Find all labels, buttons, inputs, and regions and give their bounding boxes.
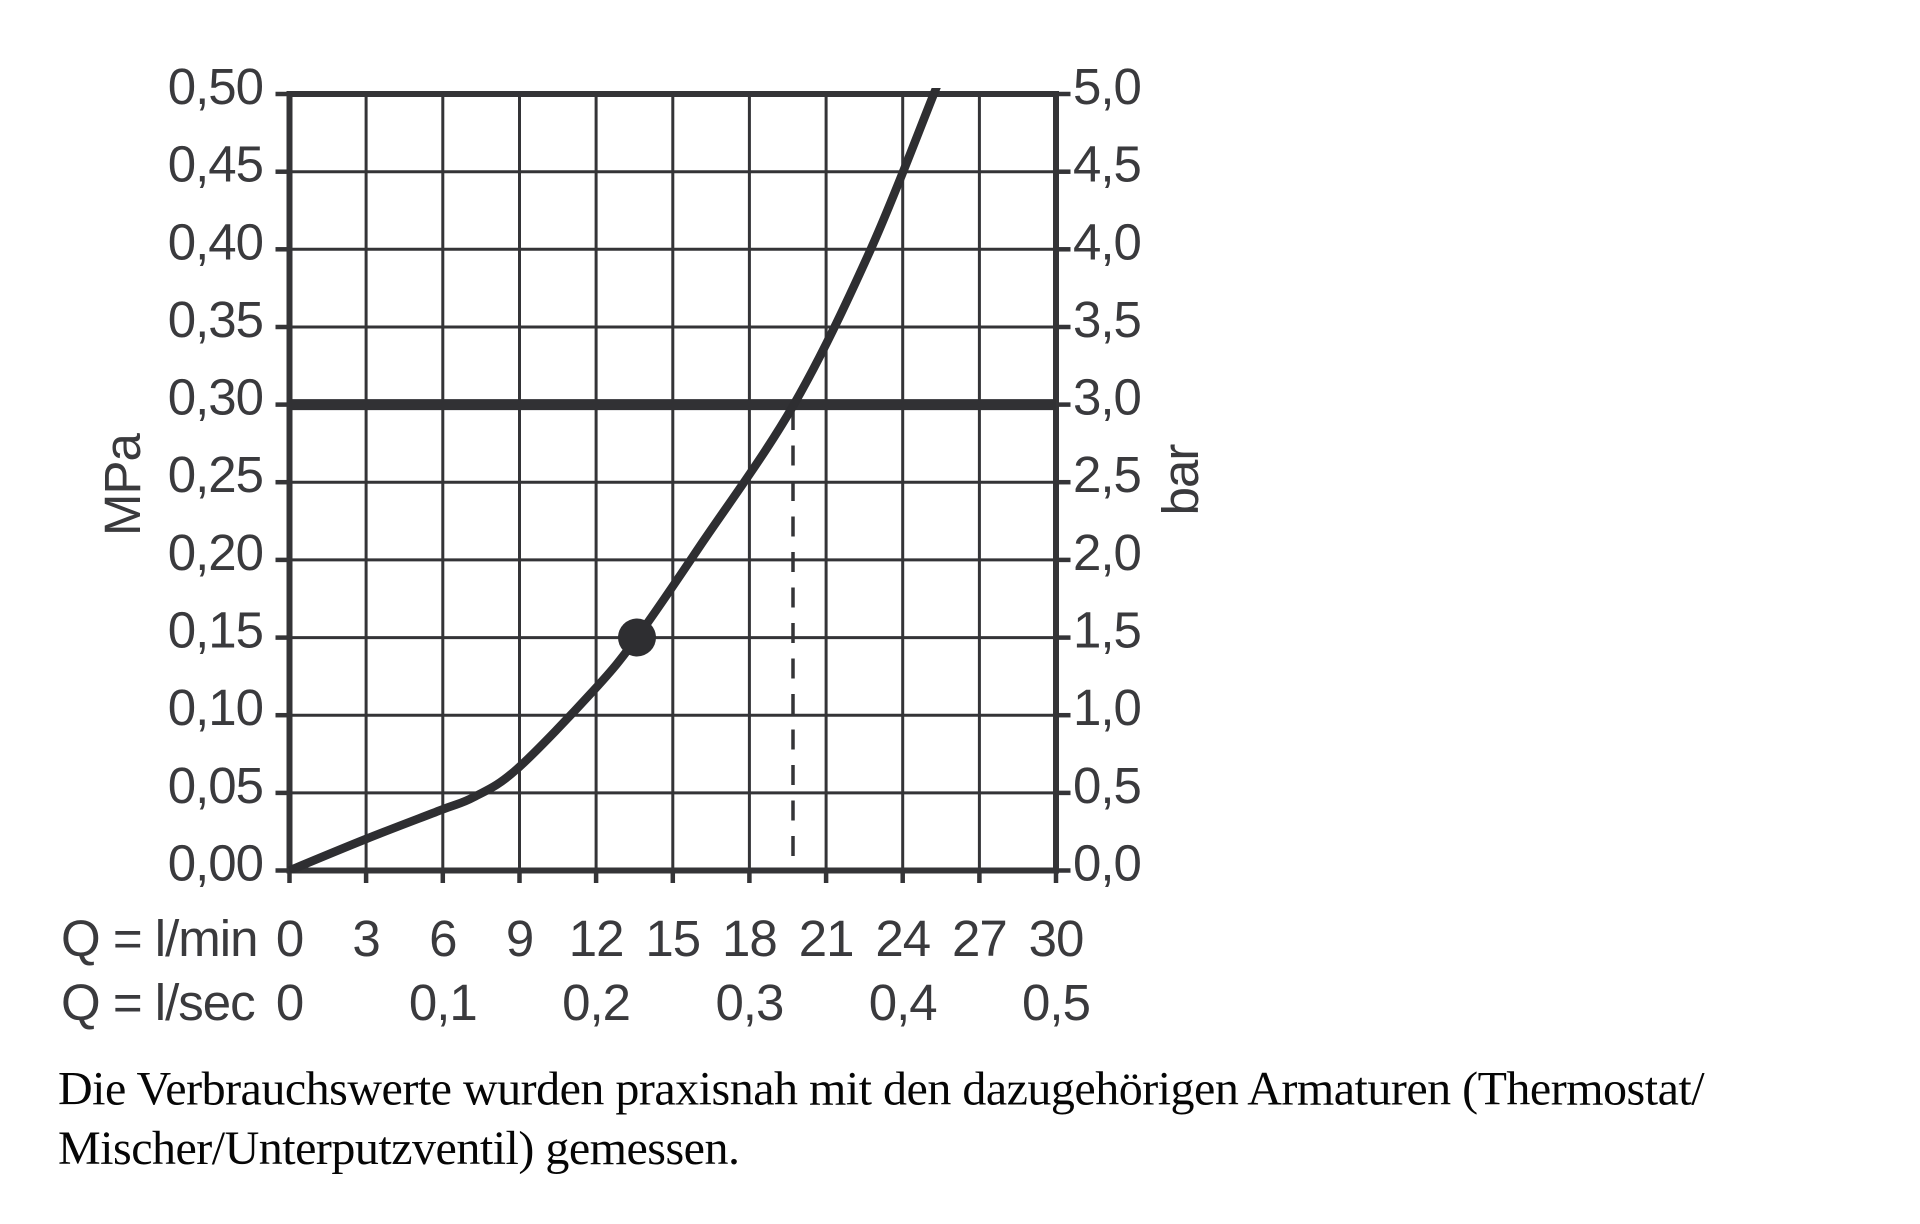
svg-text:3,5: 3,5 [1073,291,1141,348]
svg-text:0,50: 0,50 [168,58,263,115]
svg-text:0,5: 0,5 [1022,974,1090,1031]
svg-text:0,1: 0,1 [409,974,477,1031]
svg-text:0,4: 0,4 [869,974,937,1031]
svg-text:0: 0 [276,974,303,1031]
svg-text:27: 27 [952,910,1007,967]
svg-text:0,2: 0,2 [562,974,630,1031]
svg-text:2,5: 2,5 [1073,446,1141,503]
svg-text:18: 18 [722,910,777,967]
svg-text:15: 15 [645,910,700,967]
svg-text:Mischer/Unterputzventil) gemes: Mischer/Unterputzventil) gemessen. [58,1122,739,1175]
svg-text:MPa: MPa [94,432,151,536]
svg-text:0,5: 0,5 [1073,757,1141,814]
svg-text:0,30: 0,30 [168,369,263,426]
svg-text:0: 0 [276,910,303,967]
svg-text:1,0: 1,0 [1073,679,1141,736]
svg-text:3: 3 [352,910,379,967]
svg-text:30: 30 [1029,910,1084,967]
svg-text:Die Verbrauchswerte wurden pra: Die Verbrauchswerte wurden praxisnah mit… [58,1063,1705,1116]
svg-text:0,35: 0,35 [168,291,263,348]
svg-text:21: 21 [799,910,854,967]
svg-text:24: 24 [875,910,930,967]
svg-text:0,00: 0,00 [168,835,263,892]
svg-text:Q = l/sec: Q = l/sec [61,974,255,1031]
svg-text:0,10: 0,10 [168,679,263,736]
svg-text:0,3: 0,3 [715,974,783,1031]
svg-text:0,0: 0,0 [1073,835,1141,892]
svg-text:5,0: 5,0 [1073,58,1141,115]
svg-text:3,0: 3,0 [1073,369,1141,426]
svg-text:bar: bar [1152,444,1209,516]
svg-text:0,05: 0,05 [168,757,263,814]
svg-text:4,5: 4,5 [1073,136,1141,193]
svg-text:12: 12 [569,910,624,967]
svg-text:0,15: 0,15 [168,602,263,659]
svg-text:2,0: 2,0 [1073,524,1141,581]
svg-text:0,40: 0,40 [168,213,263,270]
svg-text:0,45: 0,45 [168,136,263,193]
svg-text:0,20: 0,20 [168,524,263,581]
svg-text:4,0: 4,0 [1073,213,1141,270]
svg-text:Q = l/min: Q = l/min [61,910,257,967]
svg-text:1,5: 1,5 [1073,602,1141,659]
svg-text:9: 9 [506,910,533,967]
svg-text:6: 6 [429,910,456,967]
svg-text:0,25: 0,25 [168,446,263,503]
